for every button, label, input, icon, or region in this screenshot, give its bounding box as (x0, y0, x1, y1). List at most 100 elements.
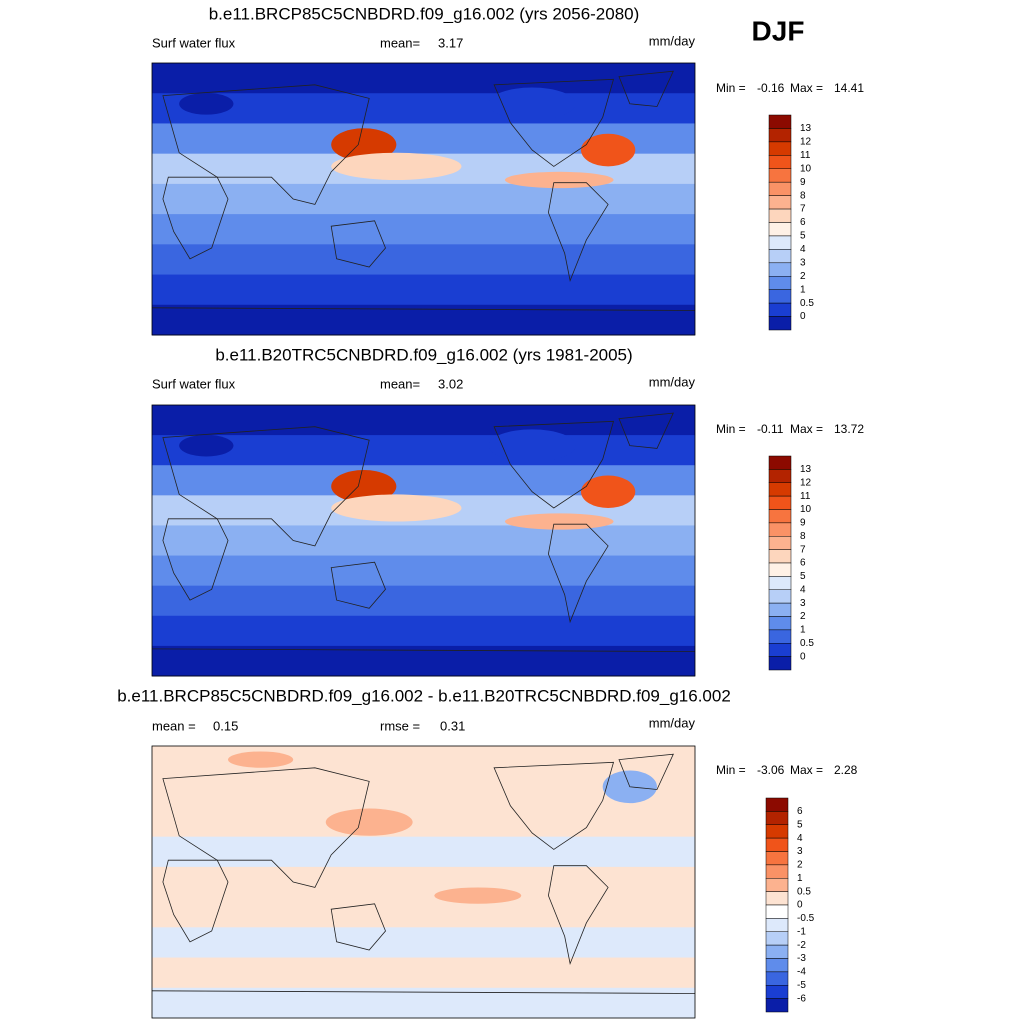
colorbar-label: 3 (800, 257, 806, 268)
map-feature (331, 470, 397, 503)
colorbar-box (765, 891, 789, 906)
colorbar-label: 10 (800, 163, 812, 174)
colorbar-box (768, 289, 792, 304)
colorbar-label: 0 (800, 651, 806, 662)
coastline (547, 523, 609, 624)
map-band (152, 63, 695, 94)
map-feature (580, 475, 636, 508)
colorbar-label: 0 (797, 900, 803, 911)
colorbar-box (768, 643, 792, 657)
map-band (152, 435, 695, 466)
colorbar-label: 1 (800, 625, 806, 636)
colorbar-box (765, 837, 789, 852)
colorbar-box (765, 971, 789, 986)
colorbar-label: 11 (800, 491, 811, 502)
panel-title: b.e11.BRCP85C5CNBDRD.f09_g16.002 - b.e11… (117, 686, 731, 705)
min-value: -3.06 (757, 763, 785, 777)
map-frame (151, 62, 696, 336)
colorbar-box (768, 114, 792, 129)
colorbar-label: 11 (800, 150, 811, 161)
colorbar-box (768, 316, 792, 331)
colorbar-box (765, 985, 789, 999)
map-feature (488, 87, 576, 121)
colorbar-box (768, 155, 792, 169)
stat-label: mean= (380, 376, 420, 391)
min-label: Min = (716, 422, 746, 436)
map-band (152, 866, 695, 898)
coastline (330, 903, 386, 951)
colorbar-label: 6 (797, 806, 803, 817)
coastline (162, 859, 229, 943)
map-band (152, 585, 695, 617)
colorbar-box (768, 616, 792, 631)
colorbar-label: -2 (797, 940, 806, 951)
coastline (151, 307, 696, 311)
colorbar-box (765, 878, 789, 892)
colorbar-box (768, 495, 792, 510)
colorbar-label: 12 (800, 137, 812, 148)
map-frame (151, 404, 696, 677)
coastline (493, 420, 615, 509)
colorbar-label: 4 (797, 833, 803, 844)
colorbar-label: 13 (800, 123, 812, 134)
max-value: 2.28 (834, 763, 858, 777)
colorbar-box (768, 195, 792, 210)
colorbar-box (765, 944, 789, 959)
coastline (151, 990, 696, 994)
colorbar-box (768, 589, 792, 604)
map-feature (434, 887, 522, 904)
map-band (152, 93, 695, 124)
colorbar-label: 6 (800, 558, 806, 569)
map-band (152, 836, 695, 868)
map-feature (580, 133, 636, 167)
map-band (152, 525, 695, 557)
colorbar-box (768, 235, 792, 250)
stat-value: 0.31 (440, 718, 465, 733)
colorbar-box (768, 482, 792, 497)
coastline (618, 70, 674, 107)
left-label: Surf water flux (152, 35, 236, 50)
colorbar-label: 12 (800, 477, 812, 488)
stat-label: rmse = (380, 718, 420, 733)
units: mm/day (649, 33, 696, 48)
colorbar-label: 4 (800, 244, 806, 255)
colorbar-box (765, 918, 789, 932)
map-feature (504, 171, 614, 189)
min-value: -0.11 (757, 422, 784, 436)
colorbar-box (765, 824, 789, 839)
colorbar-label: 4 (800, 584, 806, 595)
colorbar-label: -1 (797, 926, 806, 937)
max-label: Max = (790, 763, 823, 777)
map-band (152, 615, 695, 647)
map-feature (331, 494, 462, 522)
colorbar-label: 3 (800, 598, 806, 609)
left-label: Surf water flux (152, 376, 236, 391)
map-feature (179, 92, 234, 115)
coastline (162, 518, 229, 601)
colorbar-box (768, 128, 792, 143)
colorbar-label: 7 (800, 544, 806, 555)
colorbar-label: 6 (800, 217, 806, 228)
colorbar-box (768, 509, 792, 524)
colorbar-label: 2 (800, 611, 806, 622)
left-value: 0.15 (213, 718, 238, 733)
map-feature (331, 152, 462, 180)
colorbar-box (768, 522, 792, 537)
colorbar-label: 2 (800, 271, 806, 282)
min-label: Min = (716, 81, 746, 95)
colorbar-label: -3 (797, 953, 806, 964)
units: mm/day (649, 374, 696, 389)
max-value: 13.72 (834, 422, 864, 436)
colorbar-label: 8 (800, 531, 806, 542)
colorbar-box (765, 811, 789, 825)
colorbar-box (768, 249, 792, 264)
max-value: 14.41 (834, 81, 864, 95)
colorbar-label: 7 (800, 204, 806, 215)
colorbar-label: 2 (797, 860, 803, 871)
colorbar-box (768, 168, 792, 183)
coastline (162, 426, 370, 547)
colorbar-label: 3 (797, 846, 803, 857)
map-feature (488, 429, 576, 462)
colorbar-box (768, 469, 792, 483)
colorbar-box (768, 656, 792, 671)
